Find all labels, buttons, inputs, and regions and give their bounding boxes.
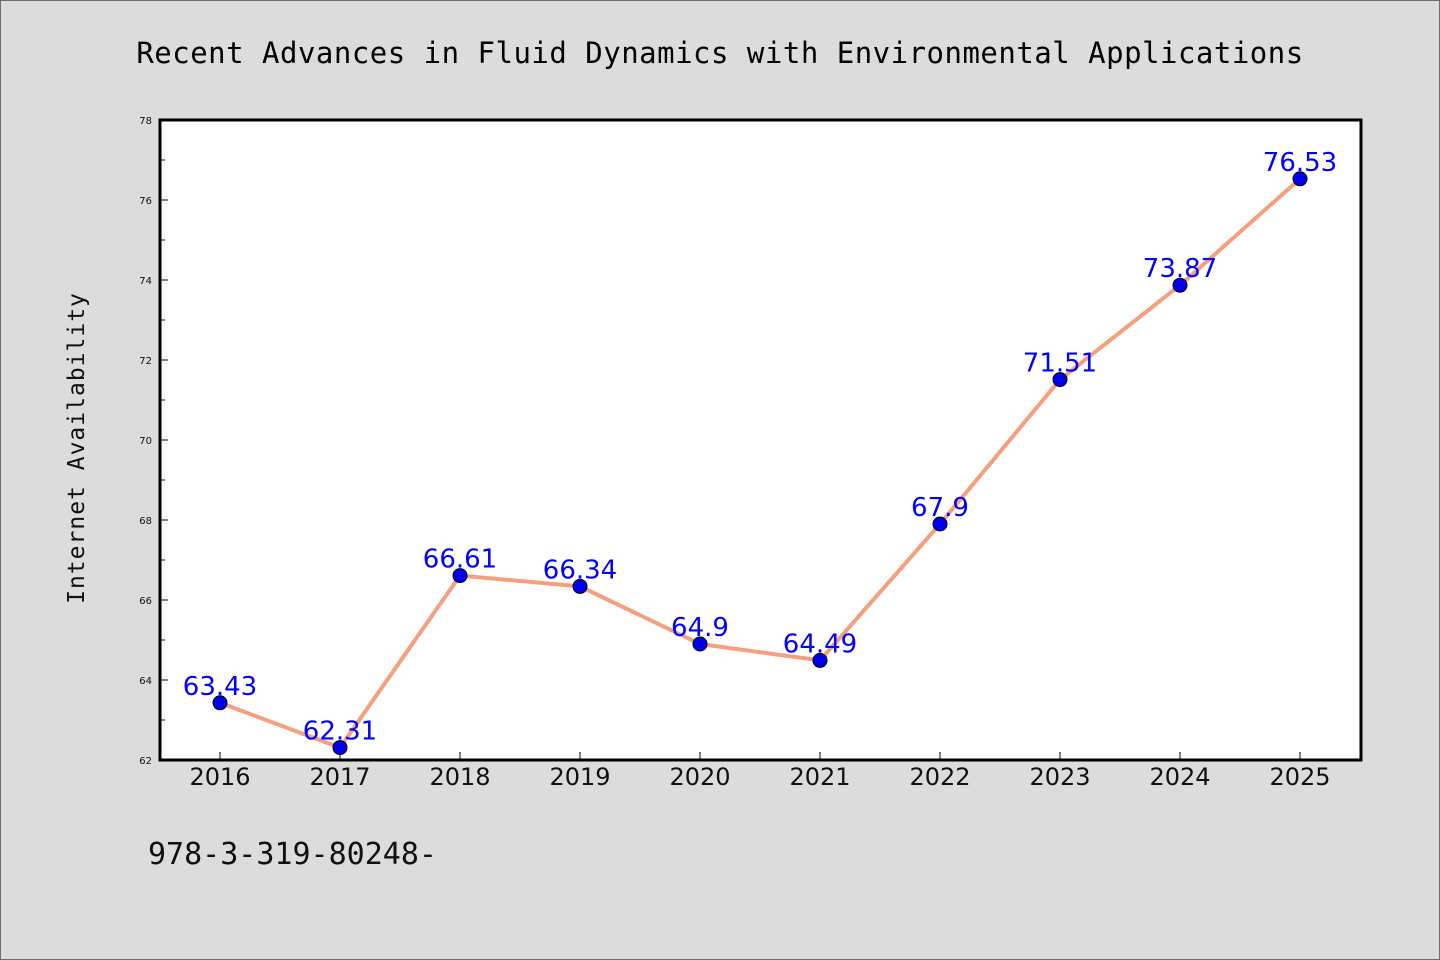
y-tick-label: 70 xyxy=(139,436,152,447)
data-label: 66.61 xyxy=(423,545,497,575)
data-point-marker xyxy=(212,695,228,711)
x-tick-label: 2023 xyxy=(1029,763,1090,791)
data-point-marker xyxy=(1172,277,1188,293)
data-label: 67.9 xyxy=(911,493,969,523)
y-tick-label: 64 xyxy=(139,676,152,687)
y-tick-label: 76 xyxy=(139,196,152,207)
y-axis: 62 64 66 68 70 72 74 76 78 xyxy=(139,116,168,767)
chart-title: Recent Advances in Fluid Dynamics with E… xyxy=(136,36,1303,70)
data-point-marker xyxy=(692,636,708,652)
data-label: 64.9 xyxy=(671,613,729,643)
marker-group xyxy=(212,171,1308,756)
x-tick-label: 2020 xyxy=(669,763,730,791)
y-tick-label: 78 xyxy=(139,116,152,127)
data-point-marker xyxy=(572,578,588,594)
x-tick-label: 2016 xyxy=(189,763,250,791)
data-point-marker xyxy=(812,652,828,668)
y-axis-label: Internet Availability xyxy=(64,292,90,604)
data-label: 64.49 xyxy=(783,629,857,659)
data-point-marker xyxy=(1292,171,1308,187)
y-tick-label: 62 xyxy=(139,756,152,767)
y-tick-label: 74 xyxy=(139,276,152,287)
data-point-marker xyxy=(1052,372,1068,388)
x-tick-label: 2022 xyxy=(909,763,970,791)
data-label: 71.51 xyxy=(1023,349,1097,379)
data-point-marker xyxy=(332,740,348,756)
data-label: 76.53 xyxy=(1263,148,1337,178)
x-tick-label: 2017 xyxy=(309,763,370,791)
data-label: 73.87 xyxy=(1143,254,1217,284)
y-tick-label: 72 xyxy=(139,356,152,367)
data-label: 66.34 xyxy=(543,555,617,585)
x-tick-label: 2018 xyxy=(429,763,490,791)
data-label: 63.43 xyxy=(183,672,257,702)
x-tick-label: 2025 xyxy=(1269,763,1330,791)
data-label-group: 63.43 62.31 66.61 66.34 64.9 64.49 67.9 71.51 73… xyxy=(183,148,1337,747)
plot-area xyxy=(158,118,1363,762)
data-label: 62.31 xyxy=(303,717,377,747)
series-line-group xyxy=(218,176,1302,750)
x-tick-label: 2021 xyxy=(789,763,850,791)
y-tick-label: 68 xyxy=(139,516,152,527)
y-tick-label: 66 xyxy=(139,596,152,607)
data-point-marker xyxy=(452,568,468,584)
x-tick-label: 2019 xyxy=(549,763,610,791)
x-axis: 2016 2017 2018 2019 2020 2021 2022 2023 2024 2025 xyxy=(189,752,1331,791)
data-point-marker xyxy=(932,516,948,532)
footer-isbn-text: 978-3-319-80248- xyxy=(148,837,437,872)
x-tick-label: 2024 xyxy=(1149,763,1210,791)
series-line xyxy=(218,176,1302,750)
